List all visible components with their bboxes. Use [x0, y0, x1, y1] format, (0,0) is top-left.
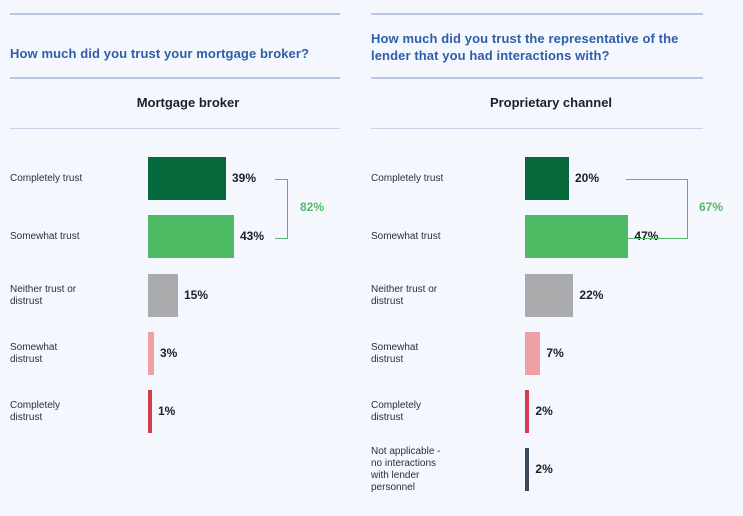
bar-completely-trust	[525, 157, 569, 200]
bar-completely-trust	[148, 157, 226, 200]
value-label-completely-trust: 39%	[232, 170, 257, 185]
bar-completely-distrust	[148, 390, 152, 433]
category-label-completely-trust: Completely trust	[371, 172, 444, 184]
category-label-somewhat-trust: Somewhat trust	[371, 230, 441, 242]
subtitle-rule	[10, 128, 340, 129]
category-label-not-applicable-no-interactio: Not applicable - no interactions with le…	[371, 445, 441, 493]
question-rule	[371, 77, 703, 79]
bracket-trust-total	[275, 178, 288, 239]
value-label-completely-trust: 20%	[575, 170, 600, 185]
bar-somewhat-trust	[525, 215, 629, 258]
category-label-somewhat-distrust: Somewhat distrust	[371, 341, 419, 365]
value-label-completely-distrust: 1%	[158, 403, 176, 418]
bar-somewhat-distrust	[148, 332, 154, 375]
bar-neither-trust-or-distrust	[148, 274, 178, 317]
value-label-neither-trust-or-distrust: 22%	[579, 287, 604, 302]
value-label-somewhat-trust: 47%	[634, 228, 659, 243]
category-label-neither-trust-or-distrust: Neither trust or distrust	[10, 283, 77, 307]
top-rule	[371, 13, 703, 15]
category-label-somewhat-trust: Somewhat trust	[10, 230, 80, 242]
value-label-neither-trust-or-distrust: 15%	[184, 287, 209, 302]
bracket-total-label: 82%	[300, 199, 325, 214]
chart-subtitle: Proprietary channel	[489, 95, 613, 110]
question-title: How much did you trust the representativ…	[371, 31, 679, 63]
question-title: How much did you trust your mortgage bro…	[10, 46, 310, 61]
value-label-somewhat-trust: 43%	[240, 228, 265, 243]
value-label-completely-distrust: 2%	[535, 403, 553, 418]
bar-somewhat-distrust	[525, 332, 541, 375]
top-rule	[10, 13, 340, 15]
bracket-trust-total	[626, 178, 688, 239]
bracket-total-label: 67%	[699, 199, 724, 214]
category-label-completely-trust: Completely trust	[10, 172, 83, 184]
value-label-not-applicable-no-interactio: 2%	[535, 461, 553, 476]
chart-subtitle: Mortgage broker	[136, 95, 240, 110]
category-label-completely-distrust: Completely distrust	[371, 399, 422, 423]
bar-somewhat-trust	[148, 215, 234, 258]
value-label-somewhat-distrust: 7%	[546, 345, 564, 360]
bar-neither-trust-or-distrust	[525, 274, 574, 317]
category-label-completely-distrust: Completely distrust	[10, 399, 61, 423]
bar-completely-distrust	[525, 390, 530, 433]
subtitle-rule	[371, 128, 703, 129]
question-rule	[10, 77, 340, 79]
value-label-somewhat-distrust: 3%	[160, 345, 178, 360]
category-label-neither-trust-or-distrust: Neither trust or distrust	[371, 283, 438, 307]
bar-not-applicable-no-interactio	[525, 448, 530, 491]
category-label-somewhat-distrust: Somewhat distrust	[10, 341, 58, 365]
